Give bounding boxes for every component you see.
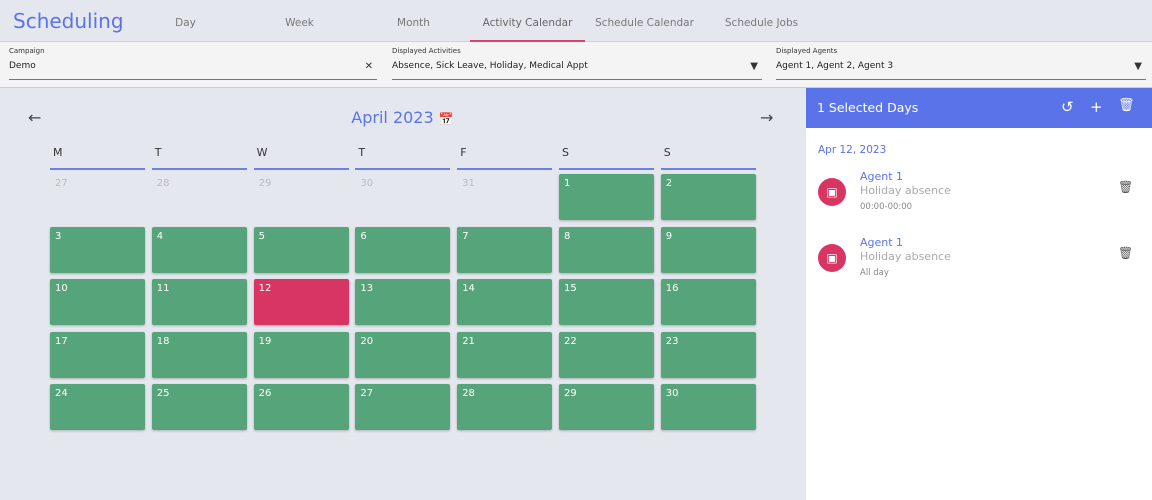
list-item[interactable]: ▣ Agent 1 Holiday absence All day 🗑 xyxy=(818,236,1148,286)
weekday-header: T xyxy=(355,146,451,170)
day-cell[interactable]: 11 xyxy=(151,279,247,326)
activities-select[interactable]: Displayed Activities Absence, Sick Leave… xyxy=(392,47,762,80)
day-cell[interactable]: 19 xyxy=(253,331,349,378)
activities-label: Displayed Activities xyxy=(392,47,461,55)
trash-icon[interactable]: 🗑 xyxy=(1118,180,1134,194)
weekday-header: S xyxy=(660,146,756,170)
panel-title: 1 Selected Days xyxy=(817,100,919,115)
agents-value: Agent 1, Agent 2, Agent 3 xyxy=(776,61,894,71)
day-cell[interactable]: 15 xyxy=(559,279,654,326)
clear-icon[interactable]: ✕ xyxy=(364,61,373,72)
calendar-icon[interactable]: 📅 xyxy=(438,112,454,126)
add-icon[interactable]: + xyxy=(1090,98,1103,116)
activity-type: Holiday absence xyxy=(860,250,951,263)
day-cell[interactable]: 20 xyxy=(355,331,451,378)
selected-date: Apr 12, 2023 xyxy=(818,144,887,156)
activity-type: Holiday absence xyxy=(860,184,951,197)
tab-schedule-calendar[interactable]: Schedule Calendar xyxy=(595,17,694,29)
calendar-edit-icon: ▣ xyxy=(818,178,846,206)
day-cell: 28 xyxy=(156,178,170,189)
weekday-header: F xyxy=(457,146,553,170)
day-cell[interactable]: 6 xyxy=(355,226,451,273)
app-title: Scheduling xyxy=(13,9,124,33)
dropdown-arrow-icon[interactable]: ▼ xyxy=(1134,61,1142,72)
agents-label: Displayed Agents xyxy=(776,47,838,55)
day-cell[interactable]: 26 xyxy=(253,384,349,431)
day-cell[interactable]: 17 xyxy=(50,331,145,378)
tab-activity-calendar[interactable]: Activity Calendar xyxy=(470,17,585,42)
day-cell[interactable]: 25 xyxy=(151,384,247,431)
weekday-header: W xyxy=(253,146,349,170)
day-cell[interactable]: 13 xyxy=(355,279,451,326)
day-cell[interactable]: 30 xyxy=(660,384,756,431)
month-label: April 2023 xyxy=(351,108,434,127)
calendar-edit-icon: ▣ xyxy=(818,244,846,272)
day-cell[interactable]: 9 xyxy=(660,226,756,273)
tab-month[interactable]: Month xyxy=(397,17,430,29)
weekday-header: S xyxy=(559,146,654,170)
month-title: April 2023 📅 xyxy=(0,108,805,127)
panel-header: 1 Selected Days ↺ + 🗑 xyxy=(806,88,1152,128)
campaign-field[interactable]: Campaign Demo ✕ xyxy=(9,47,377,80)
day-cell[interactable]: 18 xyxy=(151,331,247,378)
day-cell[interactable]: 28 xyxy=(457,384,553,431)
weekday-header: T xyxy=(151,146,247,170)
day-cell[interactable]: 1 xyxy=(559,174,654,220)
day-cell-selected[interactable]: 12 xyxy=(253,279,349,326)
activity-time: 00:00-00:00 xyxy=(860,202,913,212)
selected-days-panel: 1 Selected Days ↺ + 🗑 Apr 12, 2023 ▣ Age… xyxy=(806,88,1152,500)
agent-name: Agent 1 xyxy=(860,236,904,249)
campaign-label: Campaign xyxy=(9,47,45,55)
dropdown-arrow-icon[interactable]: ▼ xyxy=(750,61,758,72)
agents-select[interactable]: Displayed Agents Agent 1, Agent 2, Agent… xyxy=(776,47,1146,80)
day-cell[interactable]: 23 xyxy=(660,331,756,378)
day-cell[interactable]: 21 xyxy=(457,331,553,378)
day-cell[interactable]: 29 xyxy=(559,384,654,431)
calendar: ← April 2023 📅 → M T W T F S S 27 28 29 30 31 1 2 3 4 5 6… xyxy=(0,88,805,500)
day-cell[interactable]: 5 xyxy=(253,226,349,273)
activity-time: All day xyxy=(860,268,889,278)
day-cell[interactable]: 3 xyxy=(50,226,145,273)
agent-name: Agent 1 xyxy=(860,170,904,183)
activities-value: Absence, Sick Leave, Holiday, Medical Ap… xyxy=(392,61,588,71)
day-cell[interactable]: 16 xyxy=(660,279,756,326)
prev-month-arrow-icon[interactable]: ← xyxy=(28,108,42,127)
day-cell[interactable]: 8 xyxy=(559,226,654,273)
tab-schedule-jobs[interactable]: Schedule Jobs xyxy=(724,17,799,29)
day-cell: 31 xyxy=(462,178,475,189)
top-bar: Scheduling Day Week Month Activity Calen… xyxy=(0,0,1152,42)
undo-icon[interactable]: ↺ xyxy=(1061,98,1074,116)
next-month-arrow-icon[interactable]: → xyxy=(760,108,774,127)
delete-all-icon[interactable]: 🗑 xyxy=(1118,98,1135,113)
tab-week[interactable]: Week xyxy=(285,17,314,29)
list-item[interactable]: ▣ Agent 1 Holiday absence 00:00-00:00 🗑 xyxy=(818,170,1148,220)
trash-icon[interactable]: 🗑 xyxy=(1118,246,1134,260)
day-cell[interactable]: 4 xyxy=(151,226,247,273)
day-cell[interactable]: 14 xyxy=(457,279,553,326)
weekday-header: M xyxy=(50,146,145,170)
day-cell: 27 xyxy=(55,178,68,189)
day-cell[interactable]: 27 xyxy=(355,384,451,431)
filters-bar: Campaign Demo ✕ Displayed Activities Abs… xyxy=(0,42,1152,88)
day-cell[interactable]: 2 xyxy=(660,174,756,220)
day-cell: 29 xyxy=(258,178,272,189)
day-cell[interactable]: 10 xyxy=(50,279,145,326)
day-cell[interactable]: 22 xyxy=(559,331,654,378)
tab-day[interactable]: Day xyxy=(175,17,196,29)
day-cell[interactable]: 7 xyxy=(457,226,553,273)
day-cell[interactable]: 24 xyxy=(50,384,145,431)
day-cell: 30 xyxy=(360,178,374,189)
campaign-value: Demo xyxy=(9,61,36,71)
